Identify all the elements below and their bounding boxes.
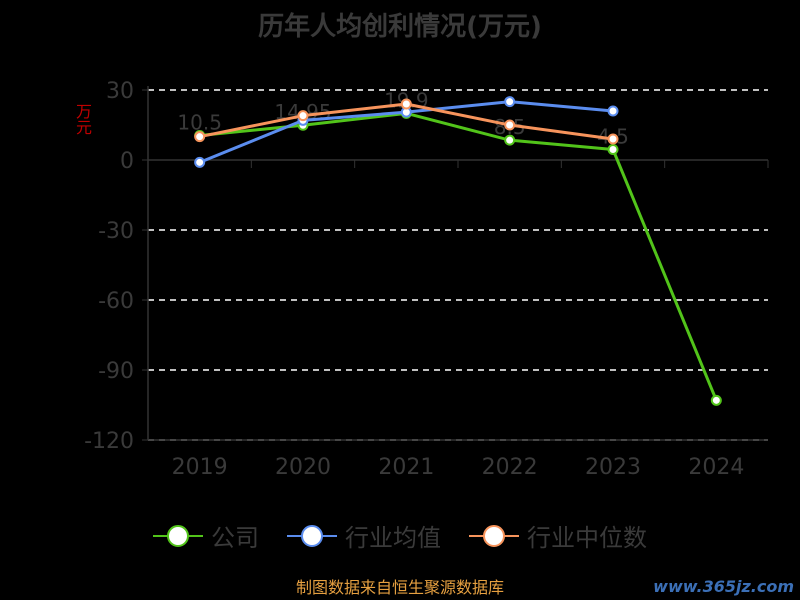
x-tick-label: 2024 [688, 455, 744, 480]
series-line [199, 111, 718, 401]
data-point [710, 394, 722, 406]
data-point [607, 133, 619, 145]
x-tick-label: 2023 [585, 455, 641, 480]
legend-swatch-icon [153, 524, 203, 548]
data-point [607, 105, 619, 117]
legend-label: 行业中位数 [527, 524, 647, 552]
x-tick-label: 2020 [275, 455, 331, 480]
legend-label: 公司 [211, 524, 259, 552]
data-point [504, 119, 516, 131]
y-tick-label: -60 [98, 289, 134, 314]
data-source-note: 制图数据来自恒生聚源数据库 [295, 578, 504, 597]
y-tick-label: 0 [120, 149, 134, 174]
legend-swatch-icon [287, 524, 337, 548]
legend-item[interactable]: 行业均值 [287, 518, 441, 553]
data-point [297, 110, 309, 122]
data-point [504, 96, 516, 108]
legend: 公司 行业均值 行业中位数 [0, 518, 800, 553]
legend-item[interactable]: 行业中位数 [469, 518, 647, 553]
x-tick-label: 2022 [482, 455, 538, 480]
data-label: 10.5 [177, 111, 222, 135]
y-tick-label: -120 [84, 429, 134, 454]
x-tick-label: 2019 [172, 455, 228, 480]
chart-title: 历年人均创利情况(万元) [258, 12, 542, 42]
data-point [194, 131, 206, 143]
legend-item[interactable]: 公司 [153, 518, 259, 553]
data-point [504, 134, 516, 146]
data-point [400, 98, 412, 110]
y-axis-unit: 万元 [76, 102, 93, 137]
legend-label: 行业均值 [345, 524, 441, 552]
legend-swatch-icon [469, 524, 519, 548]
y-tick-label: 30 [106, 79, 134, 104]
y-tick-label: -30 [98, 219, 134, 244]
y-tick-label: -90 [98, 359, 134, 384]
data-point [607, 144, 619, 155]
watermark: www.365jz.com [653, 577, 794, 596]
x-tick-label: 2021 [378, 455, 434, 480]
data-point [194, 156, 206, 168]
